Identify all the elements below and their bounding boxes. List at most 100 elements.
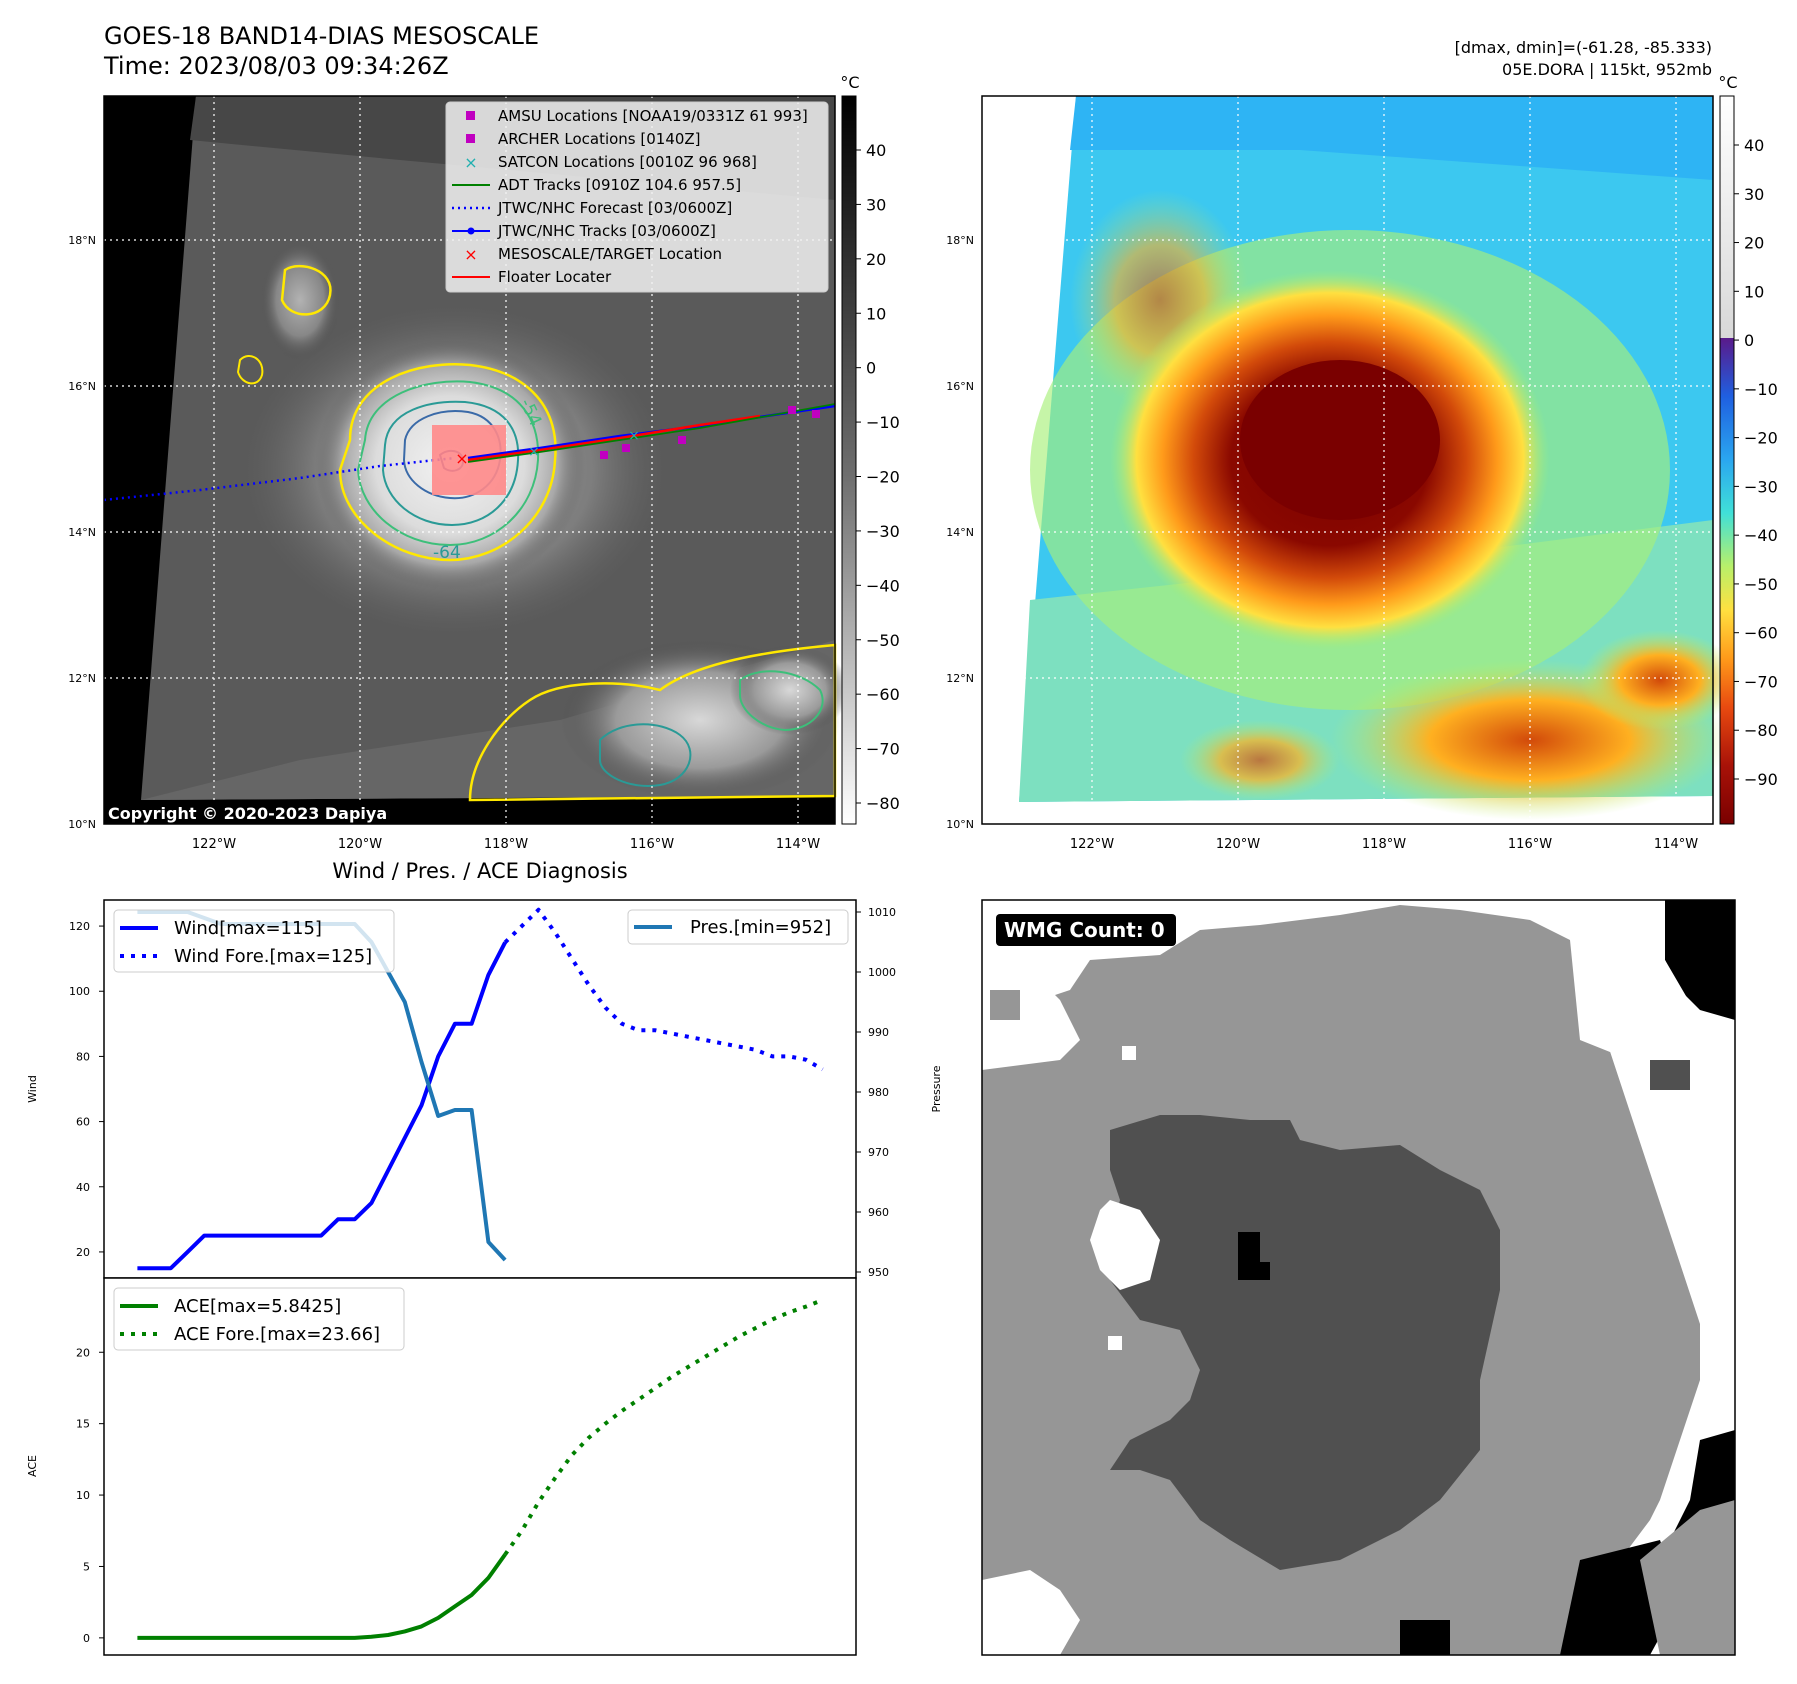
svg-text:122°W: 122°W — [192, 837, 236, 852]
legend-label: AMSU Locations [NOAA19/0331Z 61 993] — [498, 107, 808, 125]
target-x-marker: × — [455, 449, 468, 468]
gray-colorbar-tick-label: −40 — [866, 576, 900, 595]
dmax-dmin-label: [dmax, dmin]=(-61.28, -85.333) — [1455, 38, 1712, 57]
y-right-tick-label: 990 — [868, 1026, 889, 1039]
gray-colorbar-tick-label: −30 — [866, 522, 900, 541]
map-legend: AMSU Locations [NOAA19/0331Z 61 993] ARCH… — [445, 101, 829, 293]
legend-label: Wind[max=115] — [174, 918, 322, 939]
series-wind-line — [137, 941, 507, 1271]
svg-text:12°N: 12°N — [946, 672, 974, 685]
svg-text:116°W: 116°W — [1508, 837, 1552, 852]
legend-item: AMSU Locations [NOAA19/0331Z 61 993] — [466, 107, 808, 125]
ace-legend: ACE[max=5.8425] ACE Fore.[max=23.66] — [113, 1287, 405, 1351]
legend-item: × MESOSCALE/TARGET Location — [464, 245, 722, 264]
wmg-count-label: WMG Count: 0 — [1004, 918, 1165, 942]
svg-text:114°W: 114°W — [1654, 837, 1698, 852]
y-tick-label: 10 — [76, 1489, 90, 1502]
wmg-count-box — [996, 914, 1176, 946]
color-colorbar-tick-label: −90 — [1744, 770, 1778, 789]
storm-label: 05E.DORA | 115kt, 952mb — [1502, 60, 1712, 79]
y-tick-label: 20 — [76, 1246, 90, 1259]
wind-ylabel: Wind — [26, 1075, 39, 1103]
svg-text:16°N: 16°N — [946, 380, 974, 393]
pressure-legend: Pres.[min=952] — [627, 909, 849, 945]
legend-x-marker: × — [464, 153, 477, 172]
legend-item: ARCHER Locations [0140Z] — [466, 130, 701, 148]
color-colorbar-tick-label: −30 — [1744, 477, 1778, 496]
color-colorbar-tick-label: 40 — [1744, 136, 1764, 155]
y-right-tick-label: 970 — [868, 1146, 889, 1159]
color-colorbar-tick-label: −50 — [1744, 575, 1778, 594]
svg-text:120°W: 120°W — [1216, 837, 1260, 852]
svg-text:116°W: 116°W — [630, 837, 674, 852]
legend-label: Floater Locater — [498, 268, 612, 286]
color-colorbar-tick-label: −60 — [1744, 624, 1778, 643]
y-tick-label: 15 — [76, 1418, 90, 1431]
y-right-tick-label: 960 — [868, 1206, 889, 1219]
y-tick-label: 60 — [76, 1116, 90, 1129]
svg-text:18°N: 18°N — [946, 234, 974, 247]
series-ace-line — [137, 1553, 507, 1640]
y-tick-label: 5 — [83, 1560, 90, 1573]
svg-text:118°W: 118°W — [1362, 837, 1406, 852]
diag-title: Wind / Pres. / ACE Diagnosis — [332, 859, 627, 883]
gray-colorbar-tick-label: −80 — [866, 794, 900, 813]
gray-colorbar-tick-label: −10 — [866, 413, 900, 432]
y-tick-label: 80 — [76, 1050, 90, 1063]
y-tick-label: 100 — [69, 985, 90, 998]
legend-label: Wind Fore.[max=125] — [174, 946, 372, 967]
svg-text:122°W: 122°W — [1070, 837, 1114, 852]
svg-text:12°N: 12°N — [68, 672, 96, 685]
color-gridlines — [982, 96, 1713, 824]
color-lat-labels: 18°N 16°N 14°N 12°N 10°N — [946, 234, 974, 831]
adt-track — [467, 403, 836, 463]
color-colorbar: °C 40 30 20 10 0 −10 −20 −30 −40 −50 −60 −70 −80 −90 — [1718, 73, 1778, 825]
legend-item: JTWC/NHC Tracks [03/0600Z] — [452, 222, 716, 240]
color-colorbar-tick-label: 0 — [1744, 331, 1754, 350]
gray-colorbar-tick-label: 30 — [866, 195, 886, 214]
gray-ir-panel: -64 -54 × × × AMSU Locations [NOAA19/033… — [68, 95, 850, 852]
figure-time: Time: 2023/08/03 09:34:26Z — [103, 52, 449, 80]
copyright-box — [104, 802, 414, 824]
gray-colorbar-tick-label: 40 — [866, 141, 886, 160]
series-wind-fore--line — [503, 907, 824, 1072]
legend-label: JTWC/NHC Forecast [03/0600Z] — [497, 199, 732, 217]
legend-label: Pres.[min=952] — [690, 917, 831, 938]
figure-title: GOES-18 BAND14-DIAS MESOSCALE — [104, 22, 539, 50]
wind-pressure-chart: Wind Pressure 20 40 60 80 100 120 950 960 970 980… — [26, 899, 943, 1279]
svg-text:10°N: 10°N — [946, 818, 974, 831]
gray-lat-labels: 18°N 16°N 14°N 12°N 10°N — [68, 234, 96, 831]
legend-label: JTWC/NHC Tracks [03/0600Z] — [497, 222, 716, 240]
color-colorbar-unit: °C — [1718, 73, 1737, 92]
gray-colorbar-tick-label: 20 — [866, 250, 886, 269]
y-right-tick-label: 1010 — [868, 906, 896, 919]
legend-label: ACE Fore.[max=23.66] — [174, 1324, 380, 1345]
color-colorbar-tick-label: −80 — [1744, 721, 1778, 740]
color-colorbar-tick-label: −20 — [1744, 429, 1778, 448]
contour-yellow — [338, 363, 557, 562]
gray-colorbar-tick-label: 10 — [866, 304, 886, 323]
color-lon-labels: 122°W 120°W 118°W 116°W 114°W — [1070, 837, 1698, 852]
legend-dot — [467, 227, 475, 235]
svg-text:×: × — [628, 428, 640, 444]
wmg-eye-white — [1090, 1200, 1160, 1290]
legend-item: ADT Tracks [0910Z 104.6 957.5] — [452, 176, 741, 194]
legend-x-marker: × — [464, 245, 477, 264]
y-tick-label: 0 — [83, 1632, 90, 1645]
color-colorbar-tick-label: 10 — [1744, 282, 1764, 301]
legend-item: Floater Locater — [452, 268, 612, 286]
gray-colorbar-tick-label: 0 — [866, 359, 876, 378]
svg-text:114°W: 114°W — [776, 837, 820, 852]
svg-text:120°W: 120°W — [338, 837, 382, 852]
wind-legend: Wind[max=115] Wind Fore.[max=125] — [113, 909, 395, 973]
contour-teal — [381, 400, 520, 527]
amsu-markers — [600, 406, 820, 459]
legend-label: ARCHER Locations [0140Z] — [498, 130, 701, 148]
y-tick-label: 40 — [76, 1181, 90, 1194]
gray-colorbar-tick-label: −20 — [866, 468, 900, 487]
svg-text:18°N: 18°N — [68, 234, 96, 247]
color-ir-panel: 18°N 16°N 14°N 12°N 10°N 122°W 120°W 118… — [946, 95, 1740, 852]
color-colorbar-tick-label: 20 — [1744, 234, 1764, 253]
legend-label: ADT Tracks [0910Z 104.6 957.5] — [498, 176, 741, 194]
